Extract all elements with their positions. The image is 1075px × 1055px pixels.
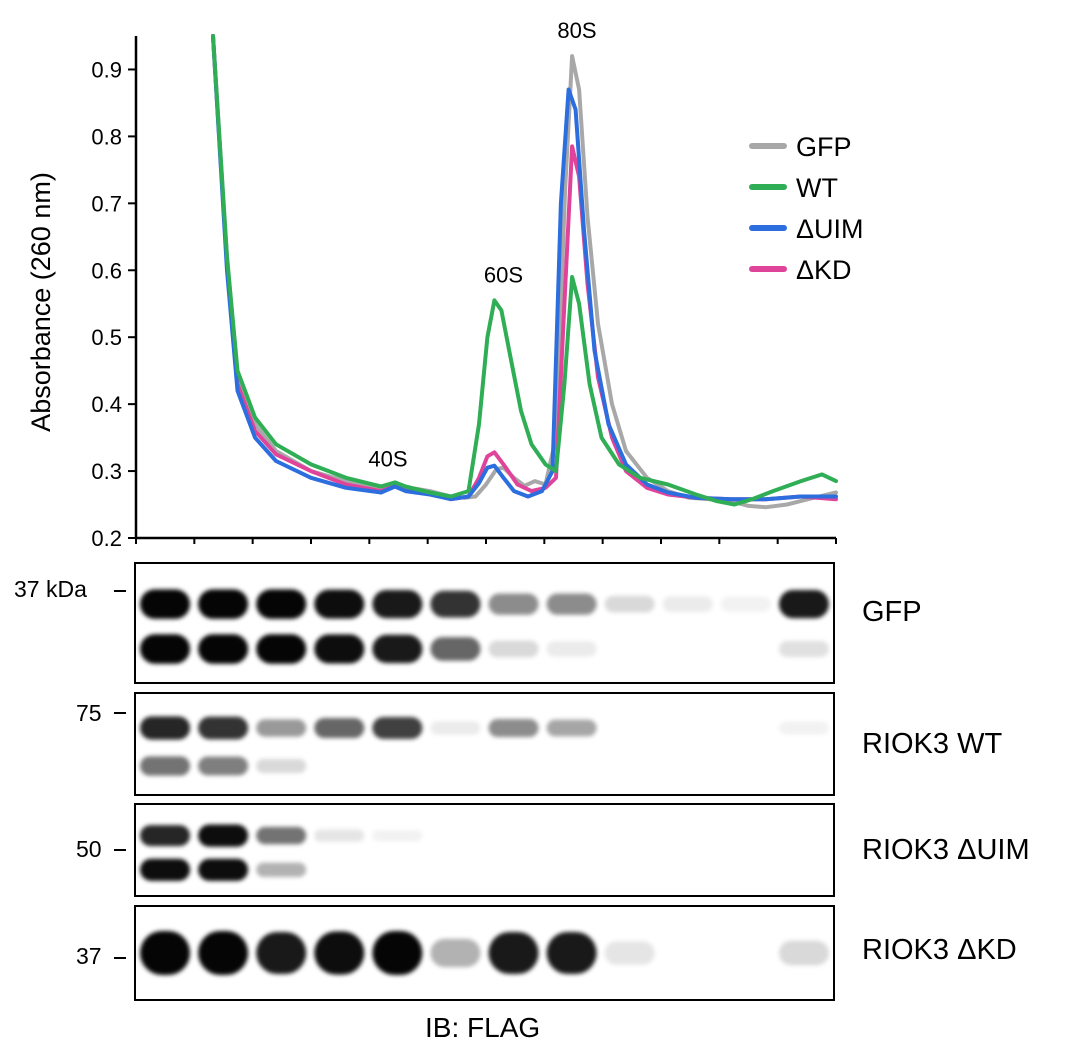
y-tick-label: 0.7 [91, 191, 122, 216]
blot-band [372, 829, 423, 842]
series-line-1 [211, 34, 838, 507]
blot-band [198, 931, 249, 975]
series-layer [211, 34, 838, 510]
blot-band [256, 826, 307, 845]
y-tick-label: 0.3 [91, 459, 122, 484]
blot-band-lower [140, 858, 191, 881]
peak-label: 40S [368, 446, 407, 471]
blot-band-lower [198, 634, 249, 664]
blot-label-riok3-duim: RIOK3 ΔUIM [862, 834, 1030, 866]
blot-band [546, 931, 597, 975]
blot-band-lower [488, 640, 539, 658]
blot-band [430, 938, 481, 968]
y-axis-label: Absorbance (260 nm) [26, 172, 56, 432]
mw-marker-riok3-duim: 50 [76, 836, 102, 862]
blot-band-lower [198, 756, 249, 776]
y-tick-label: 0.4 [91, 392, 122, 417]
polysome-profile-chart: 0.2 0.3 0.4 0.5 0.6 0.7 0.8 0.9 40S 60S 80S GFP WT… [26, 18, 864, 548]
blot-band [430, 721, 481, 735]
peak-label: 80S [557, 18, 596, 43]
blot-band [198, 824, 249, 847]
blot-band-lower [778, 640, 829, 658]
blot-band [546, 719, 597, 737]
blot-panel-riok3-dkd [134, 905, 835, 1001]
blot-band [314, 589, 365, 619]
mw-tick-riok3-dkd [114, 957, 126, 959]
blot-band [140, 825, 191, 847]
blot-band-lower [198, 858, 249, 881]
chart-axes: 0.2 0.3 0.4 0.5 0.6 0.7 0.8 0.9 [91, 36, 837, 548]
blot-bands-gfp [140, 589, 829, 664]
blot-band [778, 940, 829, 966]
blot-band [314, 829, 365, 842]
legend: GFP WT ΔUIM ΔKD [749, 132, 864, 285]
mw-tick-riok3-wt [114, 712, 126, 714]
mw-tick-gfp [114, 590, 126, 592]
blot-band [256, 931, 307, 975]
mw-marker-riok3-wt: 75 [76, 700, 102, 726]
ib-label: IB: FLAG [425, 1012, 541, 1043]
blot-band [256, 719, 307, 737]
blot-band-lower [256, 634, 307, 664]
blot-band [198, 589, 249, 619]
blot-band [488, 718, 539, 738]
blot-band [372, 589, 423, 619]
legend-entry: ΔUIM [796, 214, 864, 244]
peak-label: 60S [484, 262, 523, 287]
blot-bands-riok3-dkd [140, 931, 829, 975]
blot-band [430, 590, 481, 618]
blot-band-lower [140, 756, 191, 776]
legend-entry: ΔKD [796, 255, 852, 285]
blot-band [778, 589, 829, 619]
blot-band [140, 589, 191, 619]
blot-band [256, 589, 307, 619]
blot-band-lower [430, 637, 481, 661]
blot-band-lower [314, 634, 365, 664]
mw-marker-riok3-dkd: 37 [76, 943, 102, 969]
blot-band-lower [256, 862, 307, 878]
y-tick-label: 0.8 [91, 124, 122, 149]
blot-bands-riok3-duim [140, 824, 423, 881]
blot-band [604, 941, 655, 965]
blot-label-riok3-wt: RIOK3 WT [862, 728, 1003, 760]
blot-panel-riok3-wt [134, 692, 835, 796]
blot-band [372, 717, 423, 739]
blot-band [140, 931, 191, 975]
y-tick-label: 0.9 [91, 57, 122, 82]
y-tick-label: 0.5 [91, 325, 122, 350]
blot-band [546, 593, 597, 615]
blot-band [198, 716, 249, 740]
series-line-0 [211, 34, 838, 510]
legend-entry: WT [796, 173, 838, 203]
blot-band-lower [546, 641, 597, 657]
blot-band [314, 717, 365, 739]
blot-band [372, 931, 423, 975]
y-tick-label: 0.6 [91, 258, 122, 283]
legend-entry: GFP [796, 132, 852, 162]
blot-band [488, 593, 539, 615]
blot-band [604, 595, 655, 613]
series-line-3 [211, 34, 838, 502]
blot-band-lower [140, 634, 191, 664]
blot-band [488, 931, 539, 975]
blot-band-lower [256, 758, 307, 774]
mw-marker-gfp: 37 kDa [14, 576, 87, 602]
blot-band [778, 721, 829, 735]
blot-band [314, 931, 365, 975]
peak-labels: 40S 60S 80S [368, 18, 596, 471]
y-tick-label: 0.2 [91, 526, 122, 548]
blot-bands-riok3-wt [140, 716, 829, 776]
blot-band [140, 716, 191, 740]
series-line-2 [211, 34, 838, 502]
blot-panel-riok3-duim [134, 803, 835, 897]
blot-label-gfp: GFP [862, 596, 922, 628]
blot-panel-gfp [134, 562, 835, 684]
blot-band-lower [372, 634, 423, 664]
blot-band [720, 596, 771, 612]
blot-label-riok3-dkd: RIOK3 ΔKD [862, 934, 1017, 966]
blot-band [662, 596, 713, 612]
mw-tick-riok3-duim [114, 849, 126, 851]
